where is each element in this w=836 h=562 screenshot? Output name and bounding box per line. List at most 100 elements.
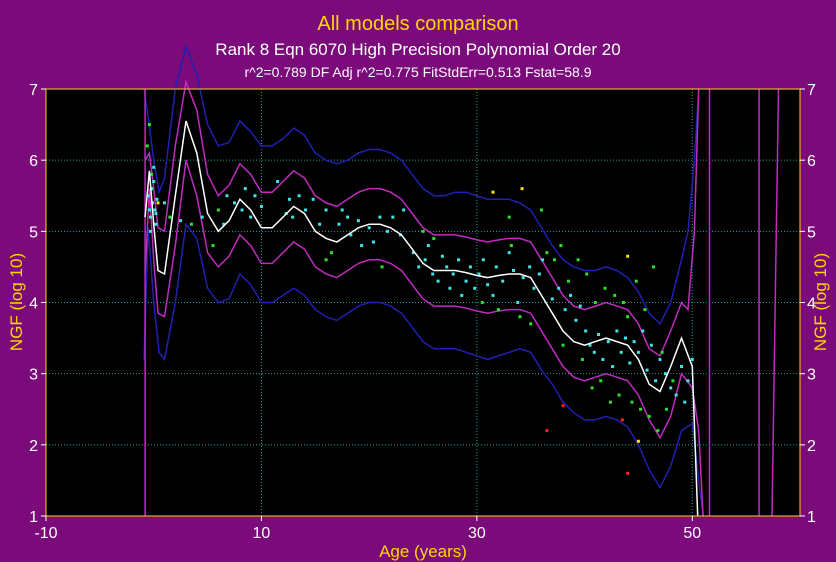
- data-point-cyan: [318, 222, 322, 226]
- data-point-green: [529, 322, 533, 326]
- data-point-cyan: [636, 350, 640, 354]
- data-point-cyan: [233, 201, 236, 205]
- data-point-cyan: [153, 208, 157, 212]
- data-point-cyan: [619, 350, 623, 354]
- data-point-cyan: [426, 244, 430, 248]
- data-point-cyan: [340, 208, 344, 212]
- data-point-cyan: [511, 268, 515, 272]
- data-point-cyan: [253, 194, 257, 198]
- data-point-cyan: [611, 365, 615, 369]
- data-point-cyan: [431, 272, 435, 276]
- confidence-band-upper-line: [143, 43, 700, 326]
- data-point-green: [145, 144, 149, 148]
- x-tick-label: 30: [468, 525, 486, 542]
- axis-ticks: -10 10 30 50 1 1 2 2 3 3 4 4 5 5 6 6 7 7: [29, 82, 816, 542]
- data-point-cyan: [521, 276, 525, 280]
- chart-title: All models comparison: [317, 13, 518, 35]
- data-point-cyan: [337, 222, 341, 226]
- data-point-green: [656, 429, 660, 433]
- data-point-cyan: [152, 180, 156, 184]
- y-tick-label-left: 5: [29, 224, 38, 241]
- data-point-cyan: [674, 393, 678, 397]
- data-point-green: [329, 251, 333, 255]
- data-point-cyan: [423, 258, 427, 262]
- y-tick-label-left: 2: [29, 438, 38, 455]
- data-point-cyan: [628, 361, 632, 365]
- data-point-cyan: [501, 279, 505, 283]
- data-point-green: [324, 258, 328, 262]
- y-tick-label-right: 6: [807, 153, 816, 170]
- y-tick-label-right: 7: [807, 82, 816, 99]
- data-point-cyan: [477, 272, 481, 276]
- data-point-green: [664, 407, 668, 411]
- data-point-green: [599, 379, 603, 383]
- data-point-green: [421, 229, 425, 233]
- data-point-green: [561, 343, 565, 347]
- data-point-cyan: [457, 258, 461, 262]
- data-point-red: [626, 471, 630, 475]
- data-point-cyan: [615, 329, 619, 333]
- data-point-cyan: [179, 219, 183, 223]
- data-points: [145, 123, 694, 475]
- data-point-cyan: [645, 368, 649, 372]
- data-point-cyan: [259, 204, 263, 208]
- data-point-green: [590, 386, 594, 390]
- data-point-green: [660, 350, 664, 354]
- chart-subtitle: Rank 8 Eqn 6070 High Precision Polynomia…: [215, 40, 620, 59]
- data-point-green: [552, 258, 556, 262]
- data-point-cyan: [147, 208, 151, 212]
- data-point-cyan: [686, 379, 690, 383]
- plot-area: [46, 89, 800, 516]
- data-point-cyan: [371, 240, 375, 244]
- data-point-cyan: [148, 215, 152, 219]
- data-point-cyan: [537, 272, 541, 276]
- data-point-cyan: [311, 197, 315, 201]
- data-point-cyan: [486, 283, 490, 287]
- data-point-yellow: [491, 190, 495, 194]
- y-tick-label-right: 4: [807, 296, 816, 313]
- data-point-cyan: [632, 340, 636, 344]
- data-point-green: [617, 393, 621, 397]
- data-point-cyan: [528, 265, 532, 269]
- y-tick-label-right: 2: [807, 438, 816, 455]
- data-point-green: [509, 244, 513, 248]
- data-point-cyan: [460, 293, 464, 297]
- data-point-cyan: [494, 265, 498, 269]
- data-point-yellow: [626, 254, 630, 258]
- data-point-cyan: [578, 304, 582, 308]
- data-point-cyan: [601, 357, 605, 361]
- data-point-cyan: [597, 333, 601, 337]
- data-point-green: [189, 222, 193, 226]
- prediction-band-lower-line: [144, 159, 704, 517]
- y-axis-label-right: NGF (log 10): [811, 253, 830, 351]
- data-point-green: [634, 279, 638, 283]
- data-point-red: [620, 418, 624, 422]
- data-point-cyan: [154, 222, 158, 226]
- data-point-cyan: [378, 215, 382, 219]
- data-point-green: [518, 315, 522, 319]
- data-point-cyan: [324, 208, 328, 212]
- data-point-cyan: [654, 379, 658, 383]
- data-point-cyan: [276, 180, 280, 184]
- data-point-green: [585, 272, 589, 276]
- data-point-cyan: [592, 350, 596, 354]
- band-lines: [143, 43, 780, 517]
- data-point-green: [643, 308, 647, 312]
- data-point-cyan: [222, 222, 226, 226]
- data-point-cyan: [346, 215, 350, 219]
- data-point-cyan: [385, 229, 389, 233]
- y-tick-label-left: 3: [29, 367, 38, 384]
- y-tick-label-left: 1: [29, 509, 38, 526]
- y-tick-label-right: 1: [807, 509, 816, 526]
- data-point-green: [603, 286, 607, 290]
- data-point-green: [211, 244, 215, 248]
- data-point-cyan: [200, 215, 204, 219]
- chart-stats-line: r^2=0.789 DF Adj r^2=0.775 FitStdErr=0.5…: [244, 64, 591, 80]
- data-point-green: [613, 293, 617, 297]
- data-point-red: [545, 429, 549, 433]
- data-point-red: [561, 404, 565, 408]
- data-point-cyan: [641, 329, 645, 333]
- data-point-cyan: [557, 286, 561, 290]
- data-point-green: [626, 315, 630, 319]
